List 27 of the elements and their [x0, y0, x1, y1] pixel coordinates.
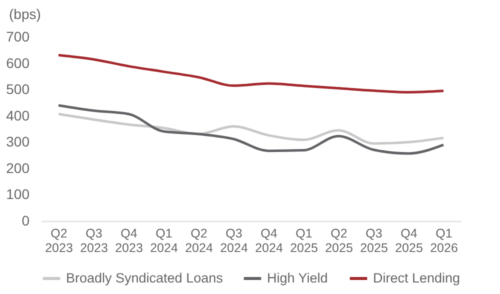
x-tick-label: Q2 2024 [185, 226, 213, 255]
legend-label: High Yield [267, 270, 328, 286]
y-tick-label: 100 [6, 186, 30, 202]
x-tick-label: Q4 2023 [115, 226, 143, 255]
x-tick-label: Q3 2023 [80, 226, 108, 255]
y-tick-label: 500 [6, 81, 30, 98]
x-tick-label: Q1 2025 [290, 226, 318, 255]
x-tick-label: Q3 2025 [360, 226, 388, 255]
y-tick-label: 0 [22, 212, 30, 228]
y-tick-label: 700 [6, 28, 30, 44]
line-series [57, 54, 445, 94]
legend-label: Broadly Syndicated Loans [66, 270, 224, 286]
legend-label: Direct Lending [373, 270, 460, 286]
x-tick-label: Q4 2024 [255, 226, 283, 255]
y-tick-label: 300 [6, 134, 30, 150]
x-tick-label: Q2 2023 [45, 226, 73, 255]
x-tick-label: Q4 2025 [395, 226, 423, 255]
line-series [57, 104, 445, 155]
y-tick-label: 400 [6, 107, 30, 124]
line-series [57, 112, 445, 145]
y-axis-title: (bps) [9, 6, 41, 22]
y-tick-label: 600 [6, 54, 30, 71]
x-tick-label: Q1 2026 [430, 226, 458, 255]
y-tick-label: 200 [6, 160, 30, 176]
x-tick-label: Q3 2024 [220, 226, 248, 255]
x-tick-label: Q2 2025 [325, 226, 353, 255]
x-tick-label: Q1 2024 [150, 226, 178, 255]
